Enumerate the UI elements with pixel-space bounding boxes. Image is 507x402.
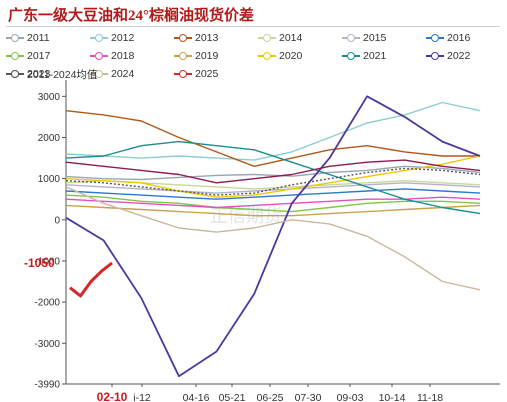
series-line-2011 bbox=[65, 165, 481, 181]
legend-label: 2014 bbox=[279, 32, 303, 44]
x-tick-label: 09-03 bbox=[337, 392, 364, 402]
legend-label: 2020 bbox=[279, 50, 303, 62]
legend-item-2021[interactable]: 2021 bbox=[342, 48, 386, 64]
legend-label: 2019 bbox=[195, 50, 219, 62]
series-line-2011-2024 bbox=[65, 167, 481, 196]
series-line-2013 bbox=[65, 110, 480, 167]
x-tick-label: 04-16 bbox=[183, 392, 210, 402]
series-line-2024 bbox=[65, 186, 481, 291]
legend-item-2024[interactable]: 2024 bbox=[90, 66, 134, 82]
watermark: 正信期货 bbox=[210, 206, 282, 226]
legend-label: 2017 bbox=[27, 50, 51, 62]
legend-swatch bbox=[342, 33, 360, 43]
legend-swatch bbox=[6, 51, 24, 61]
legend-item-2020[interactable]: 2020 bbox=[258, 48, 302, 64]
legend-item-2016[interactable]: 2016 bbox=[426, 30, 470, 46]
axes bbox=[62, 80, 500, 387]
legend-label: 2013 bbox=[195, 32, 219, 44]
legend-label: 2015 bbox=[363, 32, 387, 44]
legend-label: 2012 bbox=[111, 32, 135, 44]
x-tick-label: 02-10 bbox=[97, 390, 128, 402]
legend-label: 2018 bbox=[111, 50, 135, 62]
legend-swatch bbox=[426, 33, 444, 43]
x-tick-label: 10-14 bbox=[379, 392, 406, 402]
current-value-label: -1050 bbox=[24, 256, 55, 270]
chart-title: 广东一级大豆油和24°棕榈油现货价差 bbox=[8, 8, 255, 24]
x-tick-label: 06-25 bbox=[257, 392, 284, 402]
legend-label: 2023 bbox=[27, 68, 51, 80]
y-tick-label: -2000 bbox=[34, 298, 60, 309]
y-tick-label: -1000 bbox=[34, 256, 60, 267]
series-lines bbox=[65, 95, 481, 378]
legend-item-2011-2024[interactable]: 2011-2024均值 bbox=[6, 66, 97, 82]
legend-label: 2011-2024均值 bbox=[27, 68, 98, 81]
legend-item-2012[interactable]: 2012 bbox=[90, 30, 134, 46]
x-tick-label: 05-21 bbox=[219, 392, 246, 402]
legend-swatch bbox=[90, 69, 108, 79]
legend-item-2013[interactable]: 2013 bbox=[174, 30, 218, 46]
legend-swatch bbox=[174, 69, 192, 79]
legend-item-2025[interactable]: 2025 bbox=[174, 66, 218, 82]
legend-item-2017[interactable]: 2017 bbox=[6, 48, 50, 64]
x-tick-label: i-12 bbox=[133, 392, 151, 402]
legend-item-2011[interactable]: 2011 bbox=[6, 30, 50, 46]
watermark-text: 正信期货 bbox=[210, 206, 282, 226]
legend-label: 2021 bbox=[363, 50, 387, 62]
y-tick-label: 2000 bbox=[38, 133, 61, 144]
legend-swatch bbox=[174, 51, 192, 61]
x-tick-label: 11-18 bbox=[417, 392, 443, 402]
legend-item-2014[interactable]: 2014 bbox=[258, 30, 302, 46]
y-tick-label: -3000 bbox=[34, 339, 60, 350]
series-line-2025 bbox=[69, 261, 113, 298]
legend-swatch bbox=[342, 51, 360, 61]
legend-item-2018[interactable]: 2018 bbox=[90, 48, 134, 64]
legend-swatch bbox=[426, 51, 444, 61]
legend-item-2015[interactable]: 2015 bbox=[342, 30, 386, 46]
series-line-2020 bbox=[65, 155, 481, 198]
legend-item-2019[interactable]: 2019 bbox=[174, 48, 218, 64]
legend-label: 2016 bbox=[447, 32, 471, 44]
title-divider bbox=[6, 26, 500, 27]
legend-swatch bbox=[90, 33, 108, 43]
legend-label: 2025 bbox=[195, 68, 219, 80]
legend-swatch bbox=[6, 33, 24, 43]
legend-swatch bbox=[6, 69, 24, 79]
y-tick-label: 0 bbox=[54, 215, 60, 226]
axis-labels: 3000 2000 1000 0 -1000 -2000 -3000 -3990 02-10 i-… bbox=[24, 92, 443, 402]
series-line-2021 bbox=[65, 140, 481, 215]
x-tick-label: 07-30 bbox=[295, 392, 322, 402]
legend-label: 2011 bbox=[27, 32, 50, 44]
series-line-2019 bbox=[65, 204, 481, 217]
series-line-2018 bbox=[65, 196, 481, 209]
legend-swatch bbox=[258, 51, 276, 61]
y-tick-label: 3000 bbox=[38, 92, 61, 103]
series-line-2016 bbox=[65, 188, 481, 200]
series-line-2012 bbox=[65, 101, 481, 161]
y-tick-label: -3990 bbox=[34, 380, 60, 391]
series-line-2022 bbox=[65, 95, 481, 378]
legend-item-2022[interactable]: 2022 bbox=[426, 48, 470, 64]
legend-swatch bbox=[90, 51, 108, 61]
legend-swatch bbox=[174, 33, 192, 43]
legend-swatch bbox=[258, 33, 276, 43]
series-line-2023 bbox=[65, 159, 481, 184]
y-tick-label: 1000 bbox=[38, 174, 61, 185]
legend-label: 2022 bbox=[447, 50, 471, 62]
series-line-2015 bbox=[65, 182, 481, 194]
legend-label: 2024 bbox=[111, 68, 135, 80]
